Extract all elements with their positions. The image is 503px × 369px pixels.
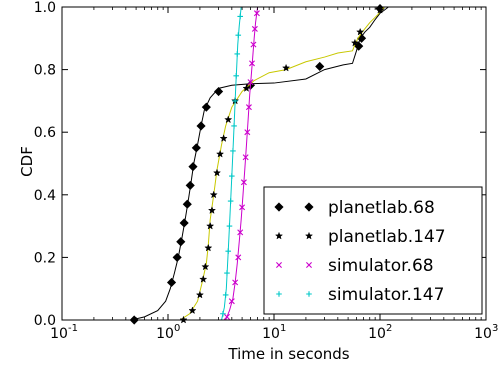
y-tick-label: 0.0 — [34, 313, 56, 329]
legend-label: planetlab.68 — [328, 198, 435, 218]
series-marker — [230, 148, 236, 154]
series-marker — [197, 122, 205, 130]
series-marker — [233, 73, 239, 79]
series-marker — [237, 14, 243, 20]
series-marker — [227, 223, 233, 229]
series-marker — [220, 135, 227, 142]
series-marker — [224, 270, 230, 276]
series-marker — [231, 123, 237, 129]
x-tick-label: 10 — [156, 326, 174, 342]
y-tick-label: 1.0 — [34, 0, 56, 16]
series-marker — [186, 181, 194, 189]
series-marker — [205, 244, 212, 251]
x-tick-exponent: 0 — [174, 323, 180, 334]
x-tick-label: 10 — [262, 326, 280, 342]
series-marker — [202, 103, 210, 111]
series-marker — [229, 173, 235, 179]
x-axis-title: Time in seconds — [227, 345, 349, 363]
legend-label: simulator.147 — [328, 285, 444, 305]
series-marker — [316, 62, 324, 70]
x-tick-exponent: -1 — [68, 323, 78, 334]
series-marker — [177, 238, 185, 246]
y-tick-label: 0.6 — [34, 125, 56, 141]
series-marker — [358, 34, 366, 42]
series-marker — [224, 314, 229, 319]
legend: planetlab.68 planetlab.147 simulator.68 sim… — [264, 187, 482, 314]
x-tick-exponent: 3 — [492, 323, 498, 334]
x-tick-label: 10 — [474, 326, 492, 342]
y-axis-title: CDF — [18, 146, 36, 177]
series-marker — [192, 144, 200, 152]
series-marker — [209, 207, 216, 214]
series-marker — [196, 291, 203, 298]
y-tick-label: 0.8 — [34, 63, 56, 79]
legend-label: simulator.68 — [328, 256, 434, 276]
series-marker — [223, 292, 229, 298]
series-marker — [168, 278, 176, 286]
series-line — [226, 7, 258, 320]
series-marker — [235, 32, 241, 38]
series-marker — [214, 169, 221, 176]
series-marker — [228, 198, 234, 204]
series-marker — [215, 88, 223, 96]
series-marker — [217, 151, 224, 158]
series-marker — [225, 116, 232, 123]
series-marker — [357, 28, 364, 35]
x-tick-exponent: 2 — [386, 323, 392, 334]
y-tick-label: 0.4 — [34, 188, 56, 204]
series-marker — [220, 311, 226, 317]
x-tick-exponent: 1 — [280, 323, 286, 334]
legend-label: planetlab.147 — [328, 227, 446, 247]
x-tick-label: 10 — [368, 326, 386, 342]
series-marker — [200, 276, 207, 283]
series-marker — [234, 51, 240, 57]
series-simulator-147 — [220, 7, 243, 320]
series-marker — [225, 248, 231, 254]
series-marker — [173, 253, 181, 261]
series-marker — [189, 163, 197, 171]
series-marker — [183, 200, 191, 208]
y-tick-label: 0.2 — [34, 250, 56, 266]
series-marker — [180, 219, 188, 227]
series-marker — [207, 223, 214, 230]
